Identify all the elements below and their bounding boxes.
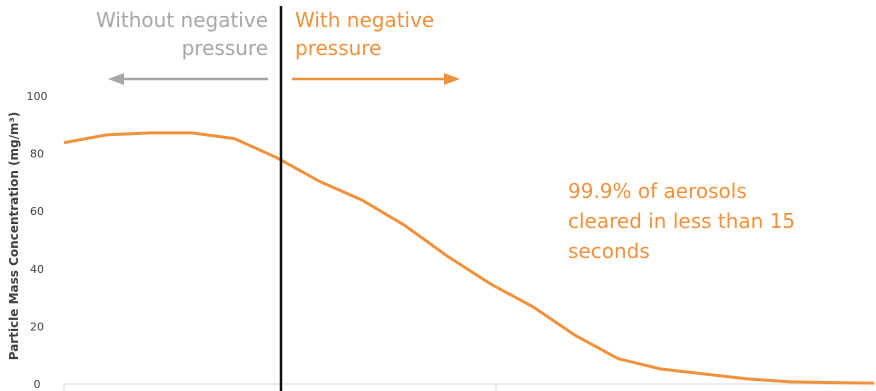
y-tick-label: 60: [30, 205, 44, 218]
y-tick-label: 100: [27, 90, 48, 103]
y-tick-label: 80: [30, 148, 44, 161]
y-tick-label: 20: [30, 320, 44, 333]
series-line: [63, 131, 875, 385]
series-layer: [63, 131, 875, 385]
left-arrow: [108, 73, 268, 85]
label-without-negative-pressure-line1: Without negative: [96, 8, 268, 32]
y-tick-labels: 0 20 40 60 80 100: [27, 90, 48, 391]
label-with-negative-pressure-line1: With negative: [295, 8, 434, 32]
right-arrow: [292, 73, 460, 85]
label-with-negative-pressure-line2: pressure: [295, 36, 381, 60]
annotation-line2: cleared in less than 15: [568, 209, 795, 233]
y-tick-label: 0: [34, 378, 41, 391]
y-tick-label: 40: [30, 263, 44, 276]
label-without-negative-pressure-line2: pressure: [182, 36, 268, 60]
annotation-line3: seconds: [568, 239, 650, 263]
annotation-line1: 99.9% of aerosols: [568, 179, 747, 203]
y-axis-label: Particle Mass Concentration (mg/m³): [7, 112, 21, 361]
